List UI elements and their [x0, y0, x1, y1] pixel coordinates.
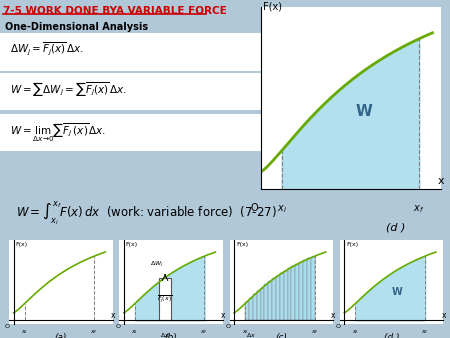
Text: $\Delta x$: $\Delta x$ — [246, 331, 256, 338]
Bar — [292, 266, 295, 320]
Text: F(x): F(x) — [126, 242, 138, 247]
Text: x: x — [111, 311, 115, 320]
Text: 7-5 WORK DONE BYA VARIABLE FORCE: 7-5 WORK DONE BYA VARIABLE FORCE — [3, 6, 226, 16]
Text: O: O — [250, 203, 258, 213]
Text: (d ): (d ) — [384, 333, 399, 338]
Text: x: x — [437, 176, 444, 186]
Text: W: W — [392, 287, 402, 297]
Bar — [303, 260, 307, 320]
Text: $x_i$: $x_i$ — [242, 329, 248, 336]
Text: O: O — [5, 324, 10, 329]
Text: $x_i$: $x_i$ — [352, 329, 359, 336]
Bar — [249, 298, 253, 320]
Text: $x_i$: $x_i$ — [21, 329, 28, 336]
Text: x: x — [441, 311, 446, 320]
Text: $x_f$: $x_f$ — [413, 203, 424, 215]
Text: $\Delta W_j = \overline{F_j(x)}\, \Delta x.$: $\Delta W_j = \overline{F_j(x)}\, \Delta… — [10, 41, 85, 58]
Bar — [245, 301, 249, 320]
Bar — [288, 268, 292, 320]
Text: x: x — [331, 311, 336, 320]
Text: O: O — [336, 324, 341, 329]
Bar — [307, 259, 311, 320]
FancyBboxPatch shape — [0, 114, 261, 151]
Bar — [299, 262, 303, 320]
Text: O: O — [225, 324, 230, 329]
Text: $x_f$: $x_f$ — [421, 329, 429, 336]
Bar — [261, 288, 265, 320]
Text: $\overline{F_j(x)}$: $\overline{F_j(x)}$ — [158, 293, 173, 305]
FancyBboxPatch shape — [0, 33, 261, 71]
Text: $x_f$: $x_f$ — [310, 329, 319, 336]
Text: F(x): F(x) — [15, 242, 27, 247]
Text: One-Dimensional Analysis: One-Dimensional Analysis — [5, 22, 148, 31]
Text: F(x): F(x) — [236, 242, 248, 247]
Text: F(x): F(x) — [346, 242, 358, 247]
FancyBboxPatch shape — [0, 73, 261, 110]
Text: x: x — [221, 311, 225, 320]
Bar — [284, 271, 288, 320]
Bar — [295, 264, 299, 320]
Bar — [265, 284, 268, 320]
Bar — [311, 257, 315, 320]
Bar — [272, 279, 276, 320]
Text: (c): (c) — [275, 333, 287, 338]
Bar — [276, 275, 280, 320]
Text: (d ): (d ) — [386, 222, 406, 232]
Text: (b): (b) — [165, 333, 177, 338]
Text: $W = \int_{x_i}^{x_f} F(x)\, dx$  (work: variable force)  $(7$-$27)$: $W = \int_{x_i}^{x_f} F(x)\, dx$ (work: … — [16, 199, 277, 227]
Text: $W = \lim_{\Delta x \to 0} \sum\overline{F_j(x)}\, \Delta x.$: $W = \lim_{\Delta x \to 0} \sum\overline… — [10, 122, 107, 144]
Text: $x_f$: $x_f$ — [90, 329, 98, 336]
Text: $\Delta W_j$: $\Delta W_j$ — [150, 260, 164, 270]
Text: $W = \sum\Delta W_j = \sum\overline{F_j(x)}\, \Delta x.$: $W = \sum\Delta W_j = \sum\overline{F_j(… — [10, 80, 127, 98]
Text: W: W — [356, 103, 372, 119]
Text: $\Delta x$: $\Delta x$ — [160, 331, 170, 338]
Bar — [268, 281, 272, 320]
Bar — [253, 294, 256, 320]
Text: F(x): F(x) — [263, 2, 282, 12]
Bar — [256, 291, 261, 320]
Text: $x_f$: $x_f$ — [200, 329, 208, 336]
Text: $x_i$: $x_i$ — [277, 203, 287, 215]
Text: $x_i$: $x_i$ — [131, 329, 138, 336]
Text: (a): (a) — [54, 333, 67, 338]
Bar — [159, 277, 171, 320]
Bar — [280, 273, 284, 320]
Text: O: O — [115, 324, 120, 329]
